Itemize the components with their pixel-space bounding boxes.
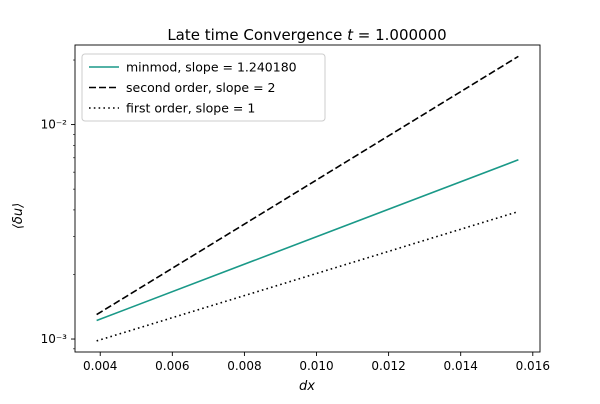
y-axis-label: ⟨δu⟩	[11, 203, 26, 229]
series-line-1	[96, 159, 519, 322]
chart-title: Late time Convergence t = 1.000000	[167, 26, 446, 44]
x-tick-label: 0.014	[444, 359, 478, 373]
legend: minmod, slope = 1.240180 second order, sl…	[81, 53, 326, 122]
x-tick-label: 0.006	[155, 359, 189, 373]
legend-label-1: minmod, slope = 1.240180	[126, 60, 297, 75]
plot-area	[96, 55, 519, 342]
axes: 0.004 0.006 0.008 0.010 0.012 0.014 0.016 10⁻³ 1…	[41, 44, 550, 373]
x-tick-label: 0.008	[227, 359, 261, 373]
x-tick-label: 0.004	[83, 359, 117, 373]
y-tick-label: 10⁻²	[41, 118, 68, 132]
x-tick-label: 0.012	[371, 359, 405, 373]
x-tick-label: 0.016	[516, 359, 550, 373]
y-tick-label: 10⁻³	[41, 332, 68, 346]
legend-label-3: first order, slope = 1	[126, 101, 255, 116]
x-tick-label: 0.010	[299, 359, 333, 373]
plot-frame	[74, 44, 541, 353]
series-line-2	[96, 55, 519, 316]
legend-box	[81, 53, 326, 122]
legend-label-2: second order, slope = 2	[126, 80, 275, 95]
x-axis-label: dx	[299, 379, 315, 394]
series-line-3	[96, 210, 519, 342]
